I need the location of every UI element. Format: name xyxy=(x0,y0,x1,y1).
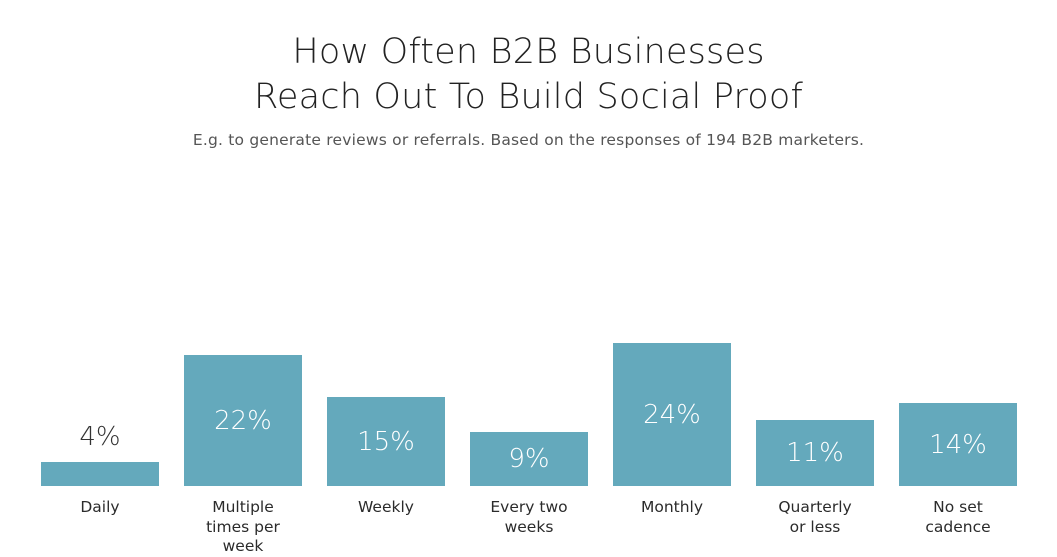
chart-title-line-2: Reach Out To Build Social Proof xyxy=(253,77,804,117)
bar-2 xyxy=(327,397,445,486)
data-label-4: 24% xyxy=(643,399,701,430)
category-label-6: No set cadence xyxy=(925,498,991,536)
bar-5 xyxy=(756,420,874,486)
category-label-2: Weekly xyxy=(358,498,414,516)
category-label-4: Monthly xyxy=(640,498,704,516)
data-label-0: 4% xyxy=(79,422,121,452)
bar-6 xyxy=(899,403,1017,486)
category-label-5: Quarterly or less xyxy=(778,498,852,536)
data-label-2: 15% xyxy=(357,426,415,457)
data-label-6: 14% xyxy=(929,429,987,460)
category-label-3: Every two weeks xyxy=(490,498,568,536)
data-label-1: 22% xyxy=(214,405,272,436)
data-label-5: 11% xyxy=(786,438,844,468)
bar-1 xyxy=(184,355,302,486)
bar-3 xyxy=(470,432,588,486)
bar-4 xyxy=(613,343,731,486)
chart-title-line-1: How Often B2B Businesses xyxy=(292,32,765,72)
chart-title: How Often B2B Businesses Reach Out To Bu… xyxy=(0,30,1057,120)
category-label-0: Daily xyxy=(80,498,120,516)
chart-subtitle: E.g. to generate reviews or referrals. B… xyxy=(192,131,865,149)
bar-0 xyxy=(41,462,159,486)
data-label-3: 9% xyxy=(508,444,550,474)
category-label-1: Multiple times per week xyxy=(206,498,280,555)
